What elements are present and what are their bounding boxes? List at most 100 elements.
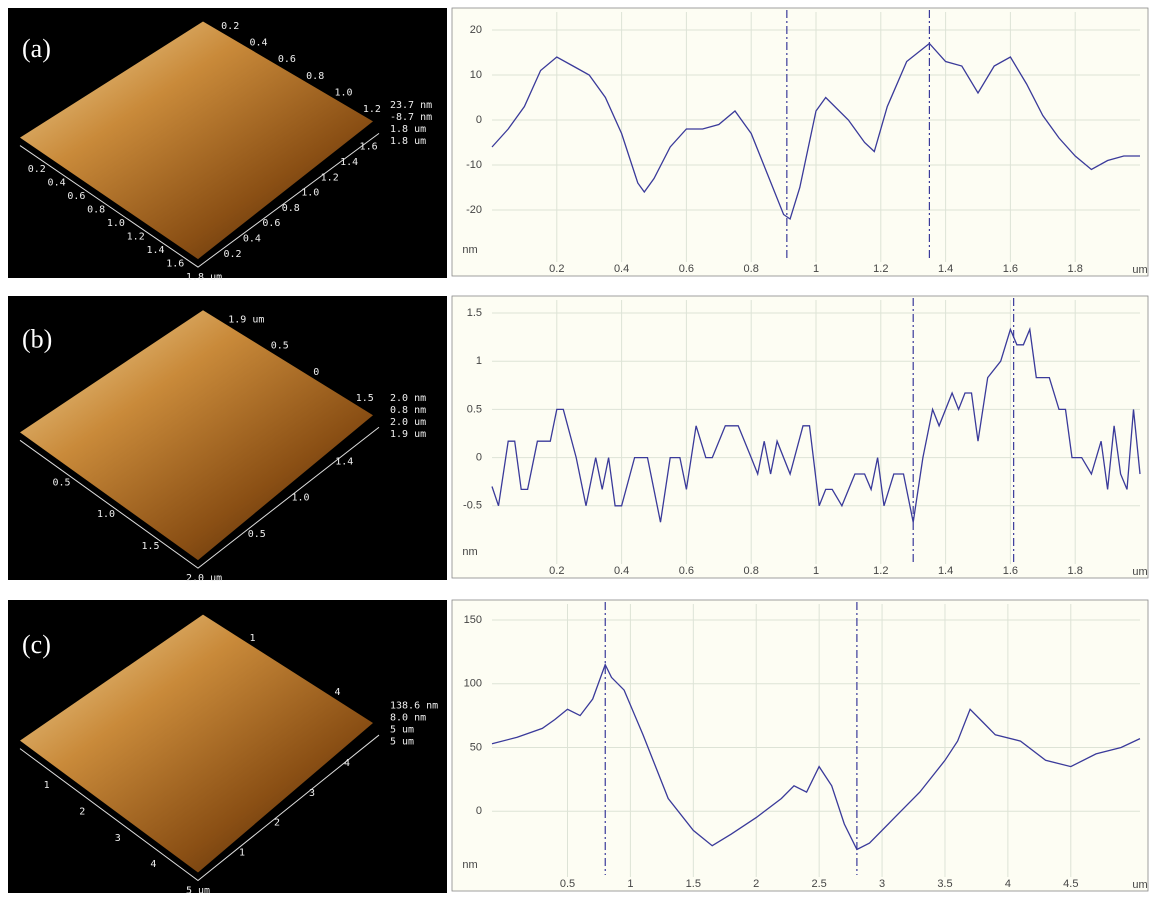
z-scale-label: 2.0 um [390, 417, 426, 428]
y-tick-label: 0 [476, 114, 482, 126]
x-tick-label: 1.6 [1003, 263, 1018, 275]
z-scale-label: 0.8 nm [390, 405, 426, 416]
y-tick-label: 0 [476, 805, 482, 817]
right-axis-label: 0.2 [223, 249, 241, 260]
right-axis-label: 0.5 [248, 529, 266, 540]
left-axis-label: 0.2 [28, 164, 46, 175]
back-axis-label: 0.8 [306, 71, 324, 82]
y-tick-label: 20 [470, 24, 482, 36]
right-axis-label: 4 [344, 758, 350, 769]
left-axis-label: 1.6 [166, 259, 184, 270]
right-axis-label: 1.0 [301, 188, 319, 199]
left-axis-label: 1.2 [127, 232, 145, 243]
y-axis-label: nm [462, 244, 477, 256]
back-axis-label: 0.4 [250, 37, 268, 48]
afm-image: (b)2.0 nm0.8 nm2.0 um1.9 um0.51.01.52.0 … [8, 296, 447, 584]
left-axis-label: 0.4 [48, 178, 66, 189]
x-tick-label: 0.6 [679, 565, 694, 577]
x-tick-label: 3.5 [937, 878, 952, 890]
x-tick-label: 1 [813, 263, 819, 275]
panel-label: (a) [22, 34, 51, 63]
x-tick-label: 0.4 [614, 263, 629, 275]
back-axis-label: 1.2 [363, 104, 381, 115]
x-tick-label: 1.8 [1068, 263, 1083, 275]
left-axis-label: 1.4 [146, 245, 164, 256]
left-axis-label: 0.8 [87, 205, 105, 216]
y-axis-label: nm [462, 859, 477, 871]
right-axis-label: 1.0 [292, 493, 310, 504]
x-tick-label: 2 [753, 878, 759, 890]
back-axis-label: 1 [250, 633, 256, 644]
right-axis-label: 1 [239, 848, 245, 859]
z-scale-label: 138.6 nm [390, 700, 438, 711]
x-tick-label: 1 [813, 565, 819, 577]
z-scale-label: 1.9 um [390, 429, 426, 440]
right-axis-label: 1.6 [360, 142, 378, 153]
z-scale-label: 2.0 nm [390, 393, 426, 404]
left-axis-label: 1.0 [107, 218, 125, 229]
z-scale-label: 23.7 nm [390, 100, 432, 111]
x-tick-label: 0.2 [549, 565, 564, 577]
x-tick-label: 0.2 [549, 263, 564, 275]
y-tick-label: -10 [466, 159, 482, 171]
left-axis-label: 4 [150, 859, 156, 870]
x-axis-label: um [1132, 264, 1147, 276]
x-tick-label: 1 [627, 878, 633, 890]
z-scale-label: -8.7 nm [390, 112, 432, 123]
right-axis-label: 1.2 [321, 172, 339, 183]
back-axis-label: 0 [313, 367, 319, 378]
y-tick-label: 0.5 [467, 403, 482, 415]
right-axis-label: 3 [309, 788, 315, 799]
x-tick-label: 1.6 [1003, 565, 1018, 577]
back-axis-label: 1.5 [356, 393, 374, 404]
x-tick-label: 1.4 [938, 565, 953, 577]
back-axis-label: 0.5 [271, 341, 289, 352]
x-tick-label: 1.2 [873, 263, 888, 275]
x-axis-label: um [1132, 879, 1147, 891]
z-scale-label: 5 um [390, 736, 414, 747]
left-axis-label: 1.8 um [186, 272, 222, 283]
left-axis-label: 5 um [186, 885, 210, 893]
panel-label: (c) [22, 630, 51, 659]
y-tick-label: 10 [470, 69, 482, 81]
z-scale-label: 1.8 um [390, 136, 426, 147]
y-tick-label: 1.5 [467, 307, 482, 319]
z-scale-label: 1.8 um [390, 124, 426, 135]
x-axis-label: um [1132, 566, 1147, 578]
back-axis-label: 0.2 [221, 21, 239, 32]
right-axis-label: 1.4 [340, 157, 358, 168]
figure: (a)23.7 nm-8.7 nm1.8 um1.8 um0.20.40.60.… [0, 0, 1151, 893]
x-tick-label: 1.2 [873, 565, 888, 577]
z-scale-label: 8.0 nm [390, 712, 426, 723]
x-tick-label: 0.6 [679, 263, 694, 275]
left-axis-label: 1 [44, 780, 50, 791]
y-tick-label: 100 [464, 678, 482, 690]
back-axis-label: 1.9 um [228, 314, 264, 325]
y-tick-label: -0.5 [463, 500, 482, 512]
back-axis-label: 0.6 [278, 54, 296, 65]
left-axis-label: 0.5 [53, 477, 71, 488]
x-tick-label: 0.8 [744, 263, 759, 275]
x-tick-label: 3 [879, 878, 885, 890]
y-tick-label: 150 [464, 614, 482, 626]
right-axis-label: 2 [274, 818, 280, 829]
left-axis-label: 3 [115, 833, 121, 844]
afm-image: (a)23.7 nm-8.7 nm1.8 um1.8 um0.20.40.60.… [8, 8, 447, 283]
left-axis-label: 1.5 [142, 541, 160, 552]
left-axis-label: 2 [79, 806, 85, 817]
x-tick-label: 0.5 [560, 878, 575, 890]
x-tick-label: 0.4 [614, 565, 629, 577]
x-tick-label: 4.5 [1063, 878, 1078, 890]
x-tick-label: 1.4 [938, 263, 953, 275]
y-tick-label: 50 [470, 741, 482, 753]
left-axis-label: 2.0 um [186, 573, 222, 584]
back-axis-label: 4 [335, 687, 341, 698]
plot-background [452, 600, 1148, 891]
x-tick-label: 0.8 [744, 565, 759, 577]
left-axis-label: 0.6 [67, 191, 85, 202]
y-tick-label: 0 [476, 452, 482, 464]
right-axis-label: 0.8 [282, 203, 300, 214]
y-axis-label: nm [462, 546, 477, 558]
x-tick-label: 1.8 [1068, 565, 1083, 577]
z-scale-label: 5 um [390, 724, 414, 735]
